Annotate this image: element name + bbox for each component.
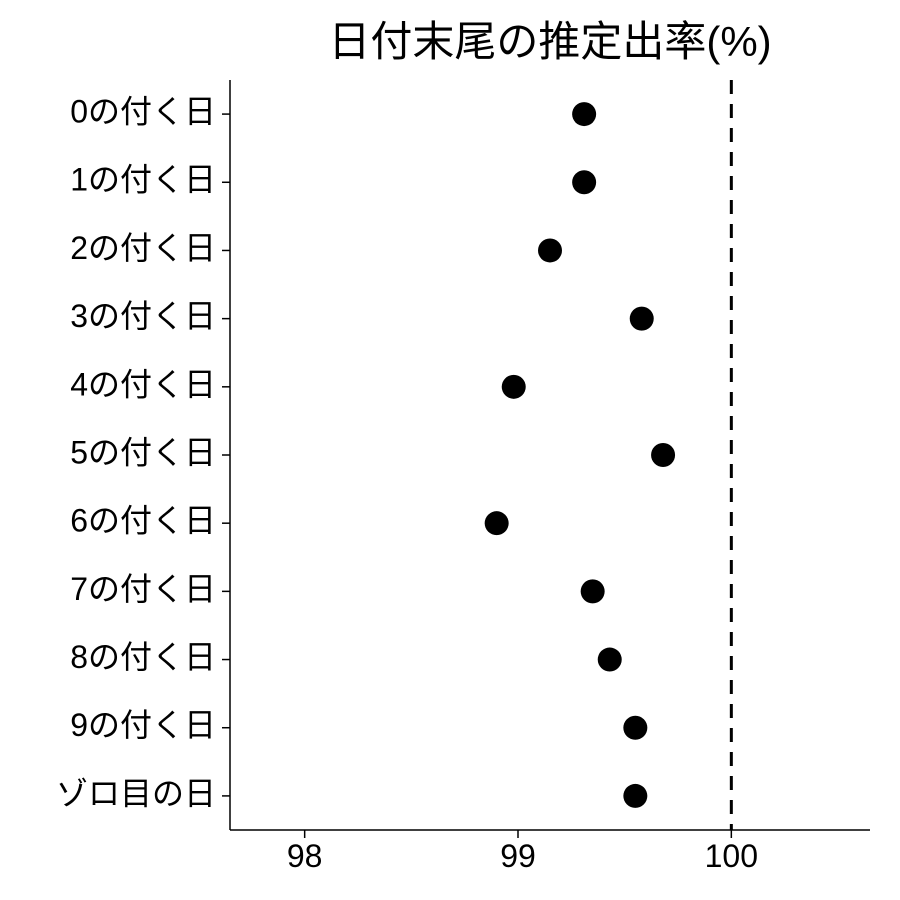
data-point (598, 648, 622, 672)
y-tick-label: 0の付く日 (70, 94, 216, 130)
y-tick-label: 7の付く日 (70, 571, 216, 607)
x-tick-label: 100 (705, 838, 758, 874)
data-point (485, 511, 509, 535)
chart-title: 日付末尾の推定出率(%) (328, 18, 771, 65)
y-tick-label: 6の付く日 (70, 503, 216, 539)
y-tick-label: 1の付く日 (70, 162, 216, 198)
data-point (572, 102, 596, 126)
data-point (581, 579, 605, 603)
y-tick-label: 5の付く日 (70, 434, 216, 470)
data-point (538, 238, 562, 262)
data-point (630, 307, 654, 331)
data-point (623, 716, 647, 740)
y-tick-label: 4の付く日 (70, 366, 216, 402)
y-tick-label: 3の付く日 (70, 298, 216, 334)
y-tick-label: 2の付く日 (70, 230, 216, 266)
y-tick-label: ゾロ目の日 (56, 775, 216, 811)
y-tick-label: 8の付く日 (70, 639, 216, 675)
x-tick-label: 98 (287, 838, 323, 874)
y-tick-label: 9の付く日 (70, 707, 216, 743)
data-point (623, 784, 647, 808)
x-tick-label: 99 (500, 838, 536, 874)
data-point (651, 443, 675, 467)
data-point (502, 375, 526, 399)
data-point (572, 170, 596, 194)
